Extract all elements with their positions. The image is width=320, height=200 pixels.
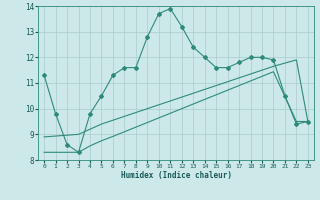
X-axis label: Humidex (Indice chaleur): Humidex (Indice chaleur) bbox=[121, 171, 231, 180]
